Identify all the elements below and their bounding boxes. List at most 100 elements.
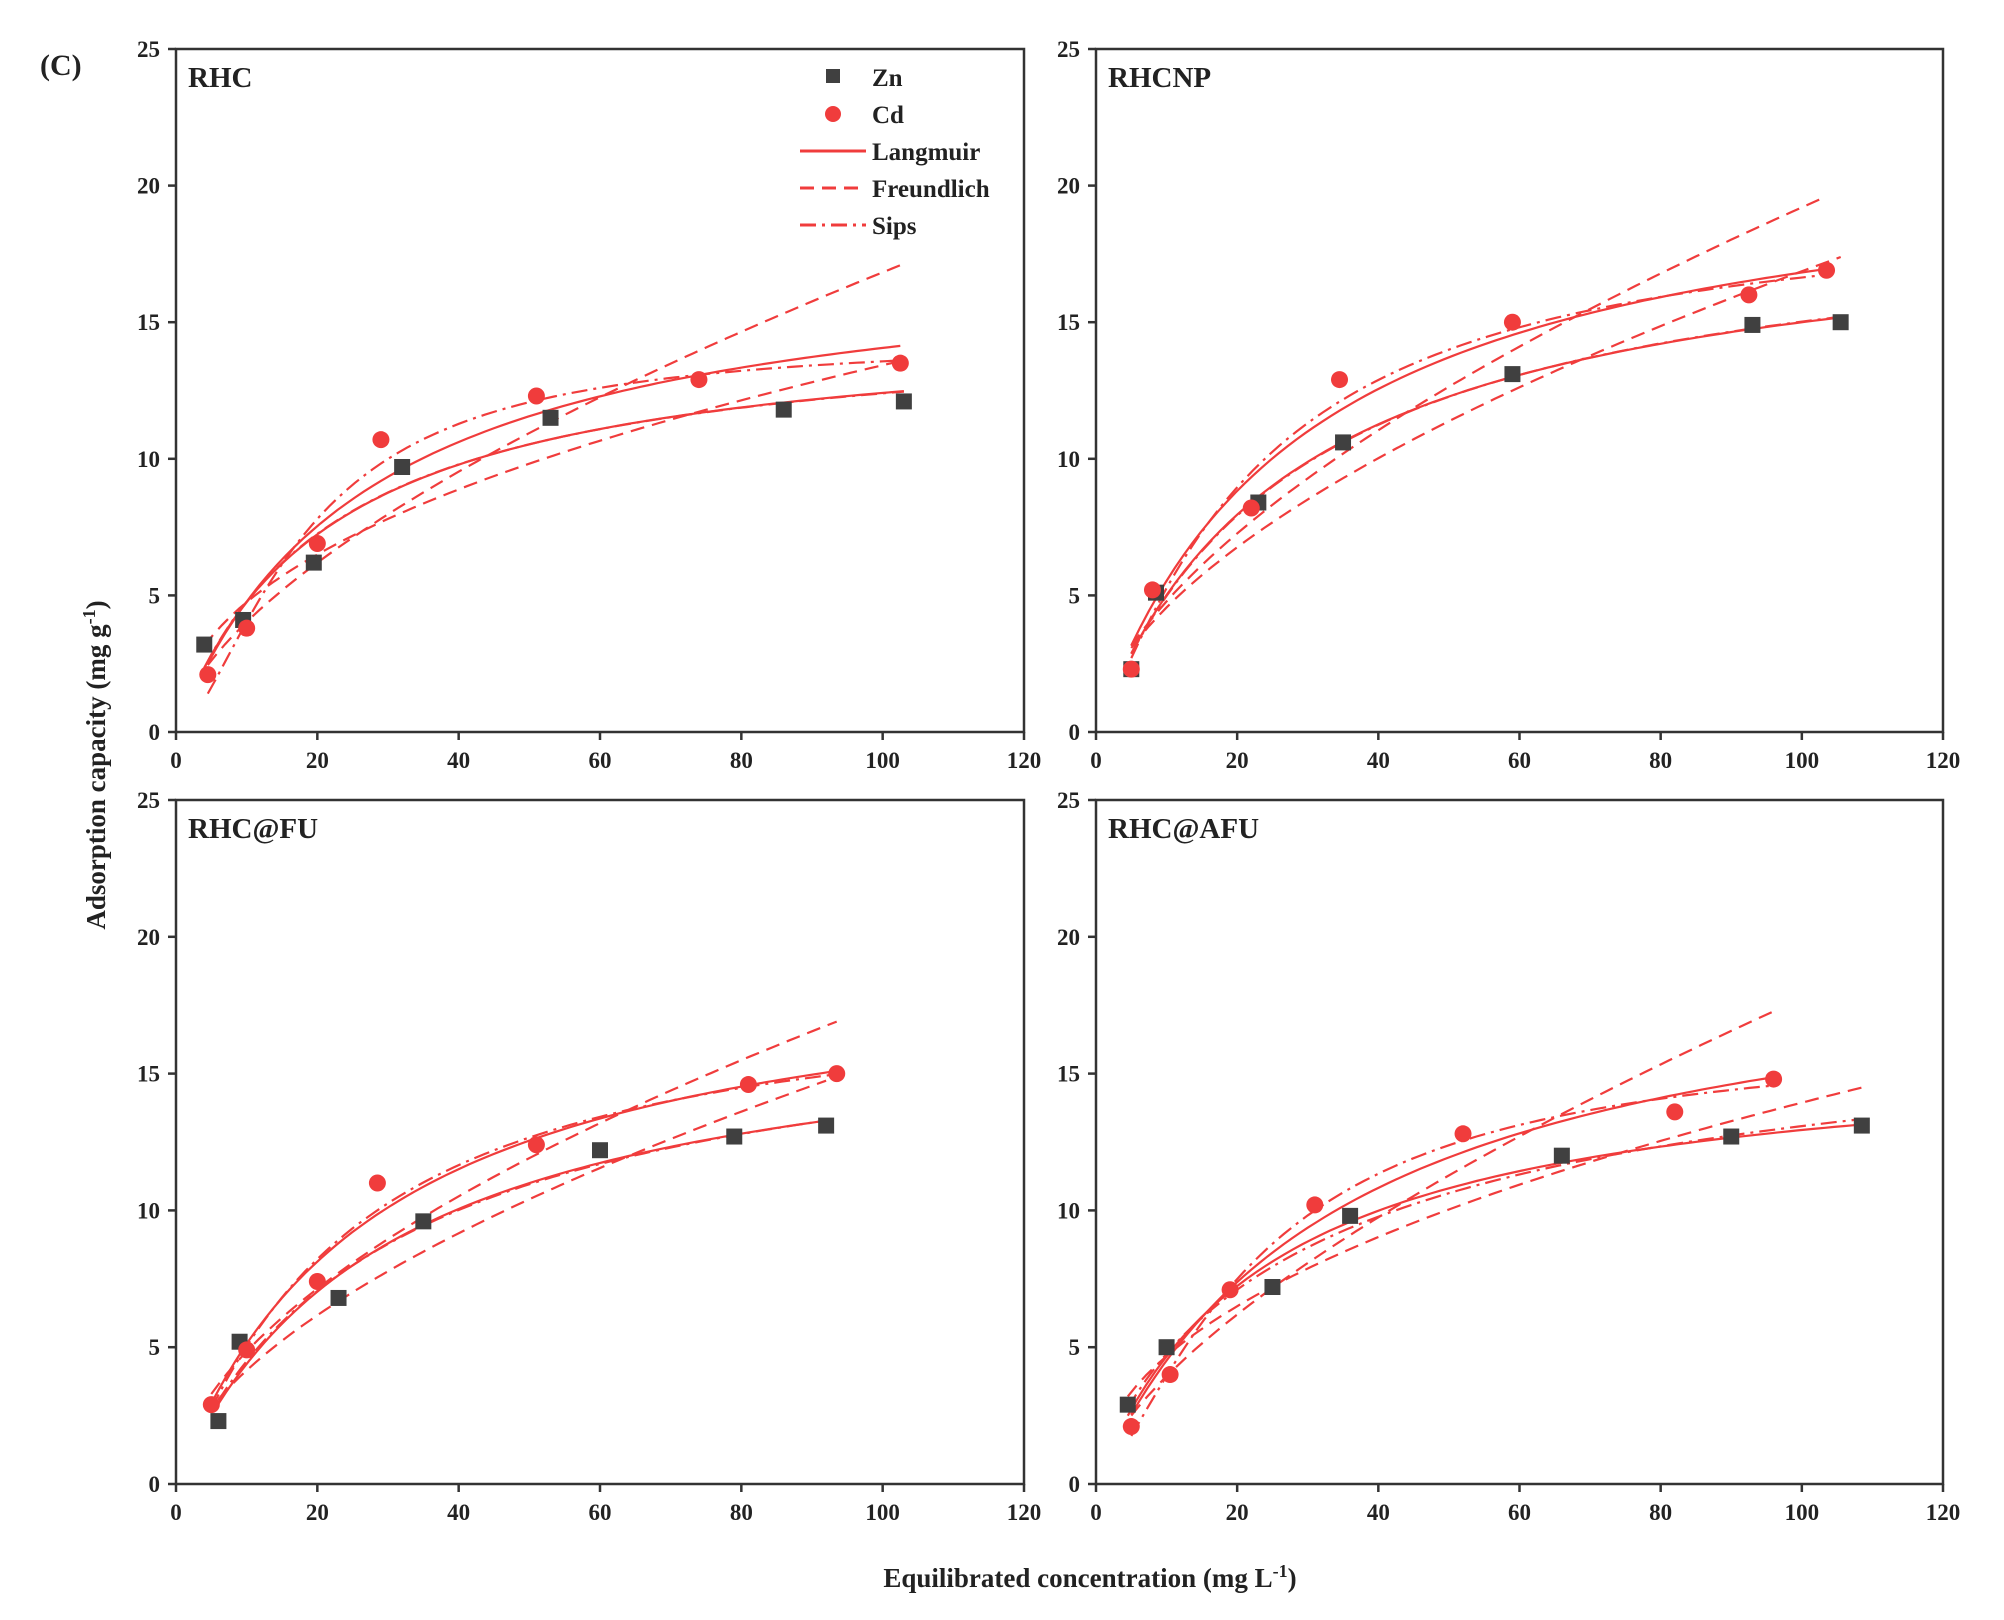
x-tick-label: 80 (730, 748, 753, 773)
y-tick-label: 15 (137, 1062, 160, 1087)
zn-point (1744, 316, 1761, 333)
panel-title: RHC (188, 62, 252, 94)
figure-label: (C) (40, 49, 82, 82)
zn-point (1158, 1339, 1175, 1356)
langmuir-fit-zn (1130, 316, 1841, 654)
sips-fit-zn (217, 1119, 827, 1402)
legend-square-icon (826, 69, 840, 83)
x-tick-label: 100 (1785, 1500, 1820, 1525)
zn-point (196, 636, 213, 653)
cd-point (238, 1341, 256, 1359)
cd-point (828, 1065, 846, 1083)
zn-point (1853, 1117, 1870, 1134)
zn-point (394, 458, 411, 475)
sips-fit-zn (1126, 1118, 1862, 1409)
x-axis-title-sup: -1 (1273, 1561, 1288, 1581)
y-tick-label: 10 (1057, 447, 1080, 472)
cd-point (1454, 1125, 1472, 1143)
cd-point (1740, 286, 1758, 304)
y-tick-label: 20 (137, 174, 160, 199)
cd-point (1122, 1418, 1140, 1436)
y-tick-label: 10 (1057, 1198, 1080, 1223)
langmuir-fit-cd (1130, 1076, 1774, 1416)
legend-item-freundlich: Freundlich (800, 176, 990, 203)
x-tick-label: 0 (170, 748, 182, 773)
cd-point (891, 354, 909, 372)
y-axis-title-sup: -1 (79, 609, 99, 624)
legend-label: Cd (872, 102, 904, 129)
x-tick-label: 0 (1090, 1500, 1102, 1525)
y-tick-label: 15 (1057, 1062, 1080, 1087)
cd-point (1122, 660, 1140, 678)
cd-point (527, 387, 545, 405)
freundlich-fit-cd (1130, 1010, 1775, 1417)
y-axis-title-close: ) (81, 600, 111, 609)
plot-frame (1094, 47, 1945, 734)
zn-point (1723, 1128, 1740, 1145)
y-tick-label: 5 (1069, 1335, 1081, 1360)
legend-circle-icon (825, 106, 841, 122)
x-tick-label: 120 (1926, 1500, 1961, 1525)
plot-frame (174, 798, 1026, 1486)
panel-rhcnp: 0 20 40 60 80 100 120 0 5 10 15 20 25 RHCNP (1057, 37, 1960, 773)
legend-label: Zn (872, 65, 903, 92)
y-tick-label: 20 (1057, 174, 1080, 199)
panel-rhc-at-afu: 0 20 40 60 80 100 120 0 5 10 15 20 25 RHC@AFU (1057, 788, 1960, 1525)
zn-point (305, 554, 322, 571)
cd-point (1503, 313, 1521, 331)
cd-point (1331, 371, 1349, 389)
x-tick-label: 100 (865, 748, 900, 773)
x-tick-label: 40 (447, 748, 470, 773)
x-tick-label: 120 (1926, 748, 1961, 773)
langmuir-fit-cd (210, 1069, 837, 1404)
zn-point (330, 1289, 347, 1306)
langmuir-fit-zn (217, 1119, 827, 1405)
langmuir-fit-cd (1130, 267, 1827, 646)
freundlich-fit-zn (217, 1079, 827, 1400)
zn-point (726, 1128, 743, 1145)
y-tick-label: 0 (1069, 1472, 1081, 1497)
y-tick-label: 5 (149, 1335, 161, 1360)
zn-point (592, 1142, 608, 1159)
x-tick-label: 60 (589, 1500, 612, 1525)
sips-fit-cd (1130, 273, 1827, 659)
zn-point (1553, 1147, 1570, 1164)
cd-point (1242, 499, 1260, 517)
x-tick-label: 80 (1649, 748, 1672, 773)
x-axis-title: Equilibrated concentration (mg L-1) (883, 1561, 1296, 1593)
cd-point (308, 534, 326, 552)
y-tick-label: 25 (137, 788, 160, 813)
legend-item-langmuir: Langmuir (800, 139, 980, 166)
x-tick-label: 60 (1508, 1500, 1531, 1525)
zn-point (1264, 1279, 1281, 1296)
langmuir-fit-cd (206, 344, 901, 664)
x-tick-label: 80 (730, 1500, 753, 1525)
y-tick-label: 0 (1069, 720, 1081, 745)
panel-rhc: 0 20 40 60 80 100 120 0 5 10 15 20 25 RHC (137, 37, 1041, 773)
legend-label: Freundlich (872, 176, 990, 203)
x-tick-label: 20 (306, 748, 329, 773)
y-axis-title: Adsorption capacity (mg g-1) (79, 600, 111, 929)
cd-point (1143, 581, 1161, 599)
zn-point (542, 409, 559, 426)
x-axis-title-close: ) (1288, 1563, 1297, 1593)
x-tick-label: 40 (1367, 748, 1390, 773)
x-tick-label: 40 (1367, 1500, 1390, 1525)
x-tick-label: 20 (1226, 1500, 1249, 1525)
sips-fit-cd (1130, 1084, 1774, 1437)
zn-point (1335, 434, 1352, 451)
zn-point (1504, 366, 1521, 383)
zn-point (210, 1413, 227, 1430)
plot-frame (1094, 798, 1945, 1486)
y-tick-label: 20 (137, 925, 160, 950)
x-tick-label: 120 (1007, 748, 1042, 773)
cd-point (238, 619, 256, 637)
x-tick-label: 0 (170, 1500, 182, 1525)
y-tick-label: 25 (1057, 788, 1080, 813)
zn-point (895, 393, 912, 410)
cd-point (202, 1396, 220, 1414)
legend-label: Langmuir (872, 139, 980, 166)
zn-point (1832, 314, 1849, 331)
cd-point (527, 1136, 545, 1154)
